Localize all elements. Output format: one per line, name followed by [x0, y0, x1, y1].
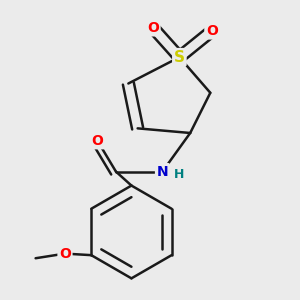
Text: N: N: [157, 165, 168, 178]
Text: H: H: [174, 168, 184, 181]
Text: O: O: [92, 134, 104, 148]
Text: O: O: [206, 24, 218, 38]
Text: O: O: [147, 21, 159, 35]
Text: S: S: [174, 50, 185, 65]
Text: O: O: [59, 247, 71, 261]
